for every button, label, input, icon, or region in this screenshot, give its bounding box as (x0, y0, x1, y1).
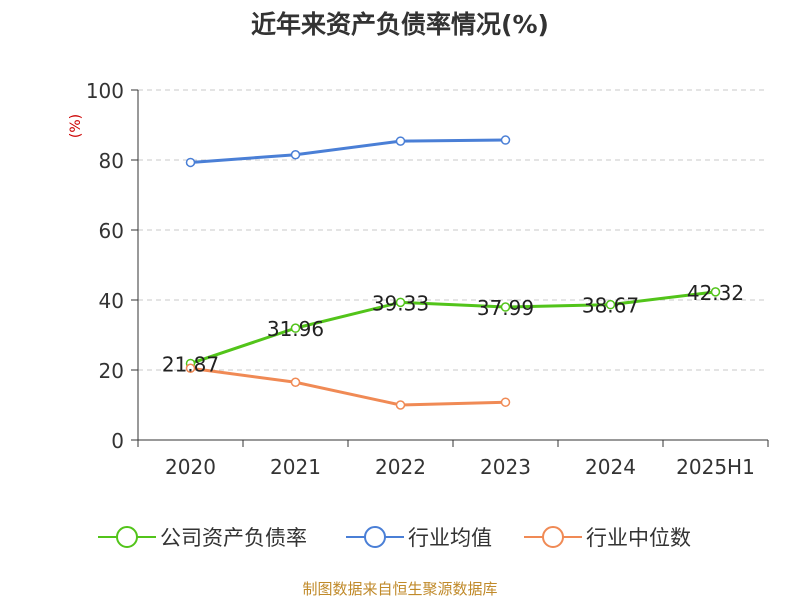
legend-marker (542, 526, 564, 548)
x-tick-label: 2023 (480, 455, 531, 479)
data-point (500, 397, 511, 407)
y-tick-label: 20 (99, 359, 124, 383)
y-tick-label: 100 (86, 79, 124, 103)
y-tick-label: 80 (99, 149, 124, 173)
x-tick-label: 2024 (585, 455, 636, 479)
data-point (185, 157, 196, 168)
x-tick-label: 2022 (375, 455, 426, 479)
data-point (395, 400, 406, 410)
series-line-1 (190, 138, 506, 164)
data-point (500, 135, 511, 145)
y-tick-label: 60 (99, 219, 124, 243)
x-tick-label: 2025H1 (676, 455, 755, 479)
y-tick-label: 0 (111, 429, 124, 453)
data-label: 21.87 (162, 352, 219, 376)
y-axis-label: (%) (68, 114, 84, 138)
source-note: 制图数据来自恒生聚源数据库 (302, 580, 498, 598)
legend-label: 行业均值 (408, 526, 492, 550)
data-point (185, 363, 196, 373)
axes: 0 20 40 60 80 100 2020 2021 2022 2023 2024 2025H1 (86, 79, 769, 479)
series-line-0 (190, 290, 716, 365)
data-point (500, 302, 511, 312)
series-line-2 (190, 366, 506, 407)
data-point (395, 136, 406, 146)
data-label: 42.32 (687, 281, 744, 305)
data-point (605, 299, 616, 310)
data-label: 38.67 (582, 294, 639, 318)
y-tick-label: 40 (99, 289, 124, 313)
data-point (290, 150, 301, 160)
data-point (290, 323, 301, 333)
x-tick-label: 2021 (270, 455, 321, 479)
legend-marker (116, 526, 138, 548)
series (185, 135, 721, 410)
data-label: 39.33 (372, 291, 429, 315)
data-point (395, 297, 406, 308)
data-labels: 21.87 31.96 39.33 37.99 38.67 42.32 (162, 281, 744, 377)
data-point (290, 377, 301, 387)
data-point (710, 287, 721, 297)
data-label: 31.96 (267, 317, 324, 341)
legend: 公司资产负债率 行业均值 行业中位数 (98, 526, 691, 550)
x-tick-label: 2020 (165, 455, 216, 479)
data-label: 37.99 (477, 296, 534, 320)
legend-marker (364, 526, 386, 548)
grid-lines (138, 89, 768, 371)
legend-label: 行业中位数 (586, 526, 691, 550)
legend-label: 公司资产负债率 (160, 526, 307, 550)
chart-title: 近年来资产负债率情况(%) (251, 10, 549, 39)
